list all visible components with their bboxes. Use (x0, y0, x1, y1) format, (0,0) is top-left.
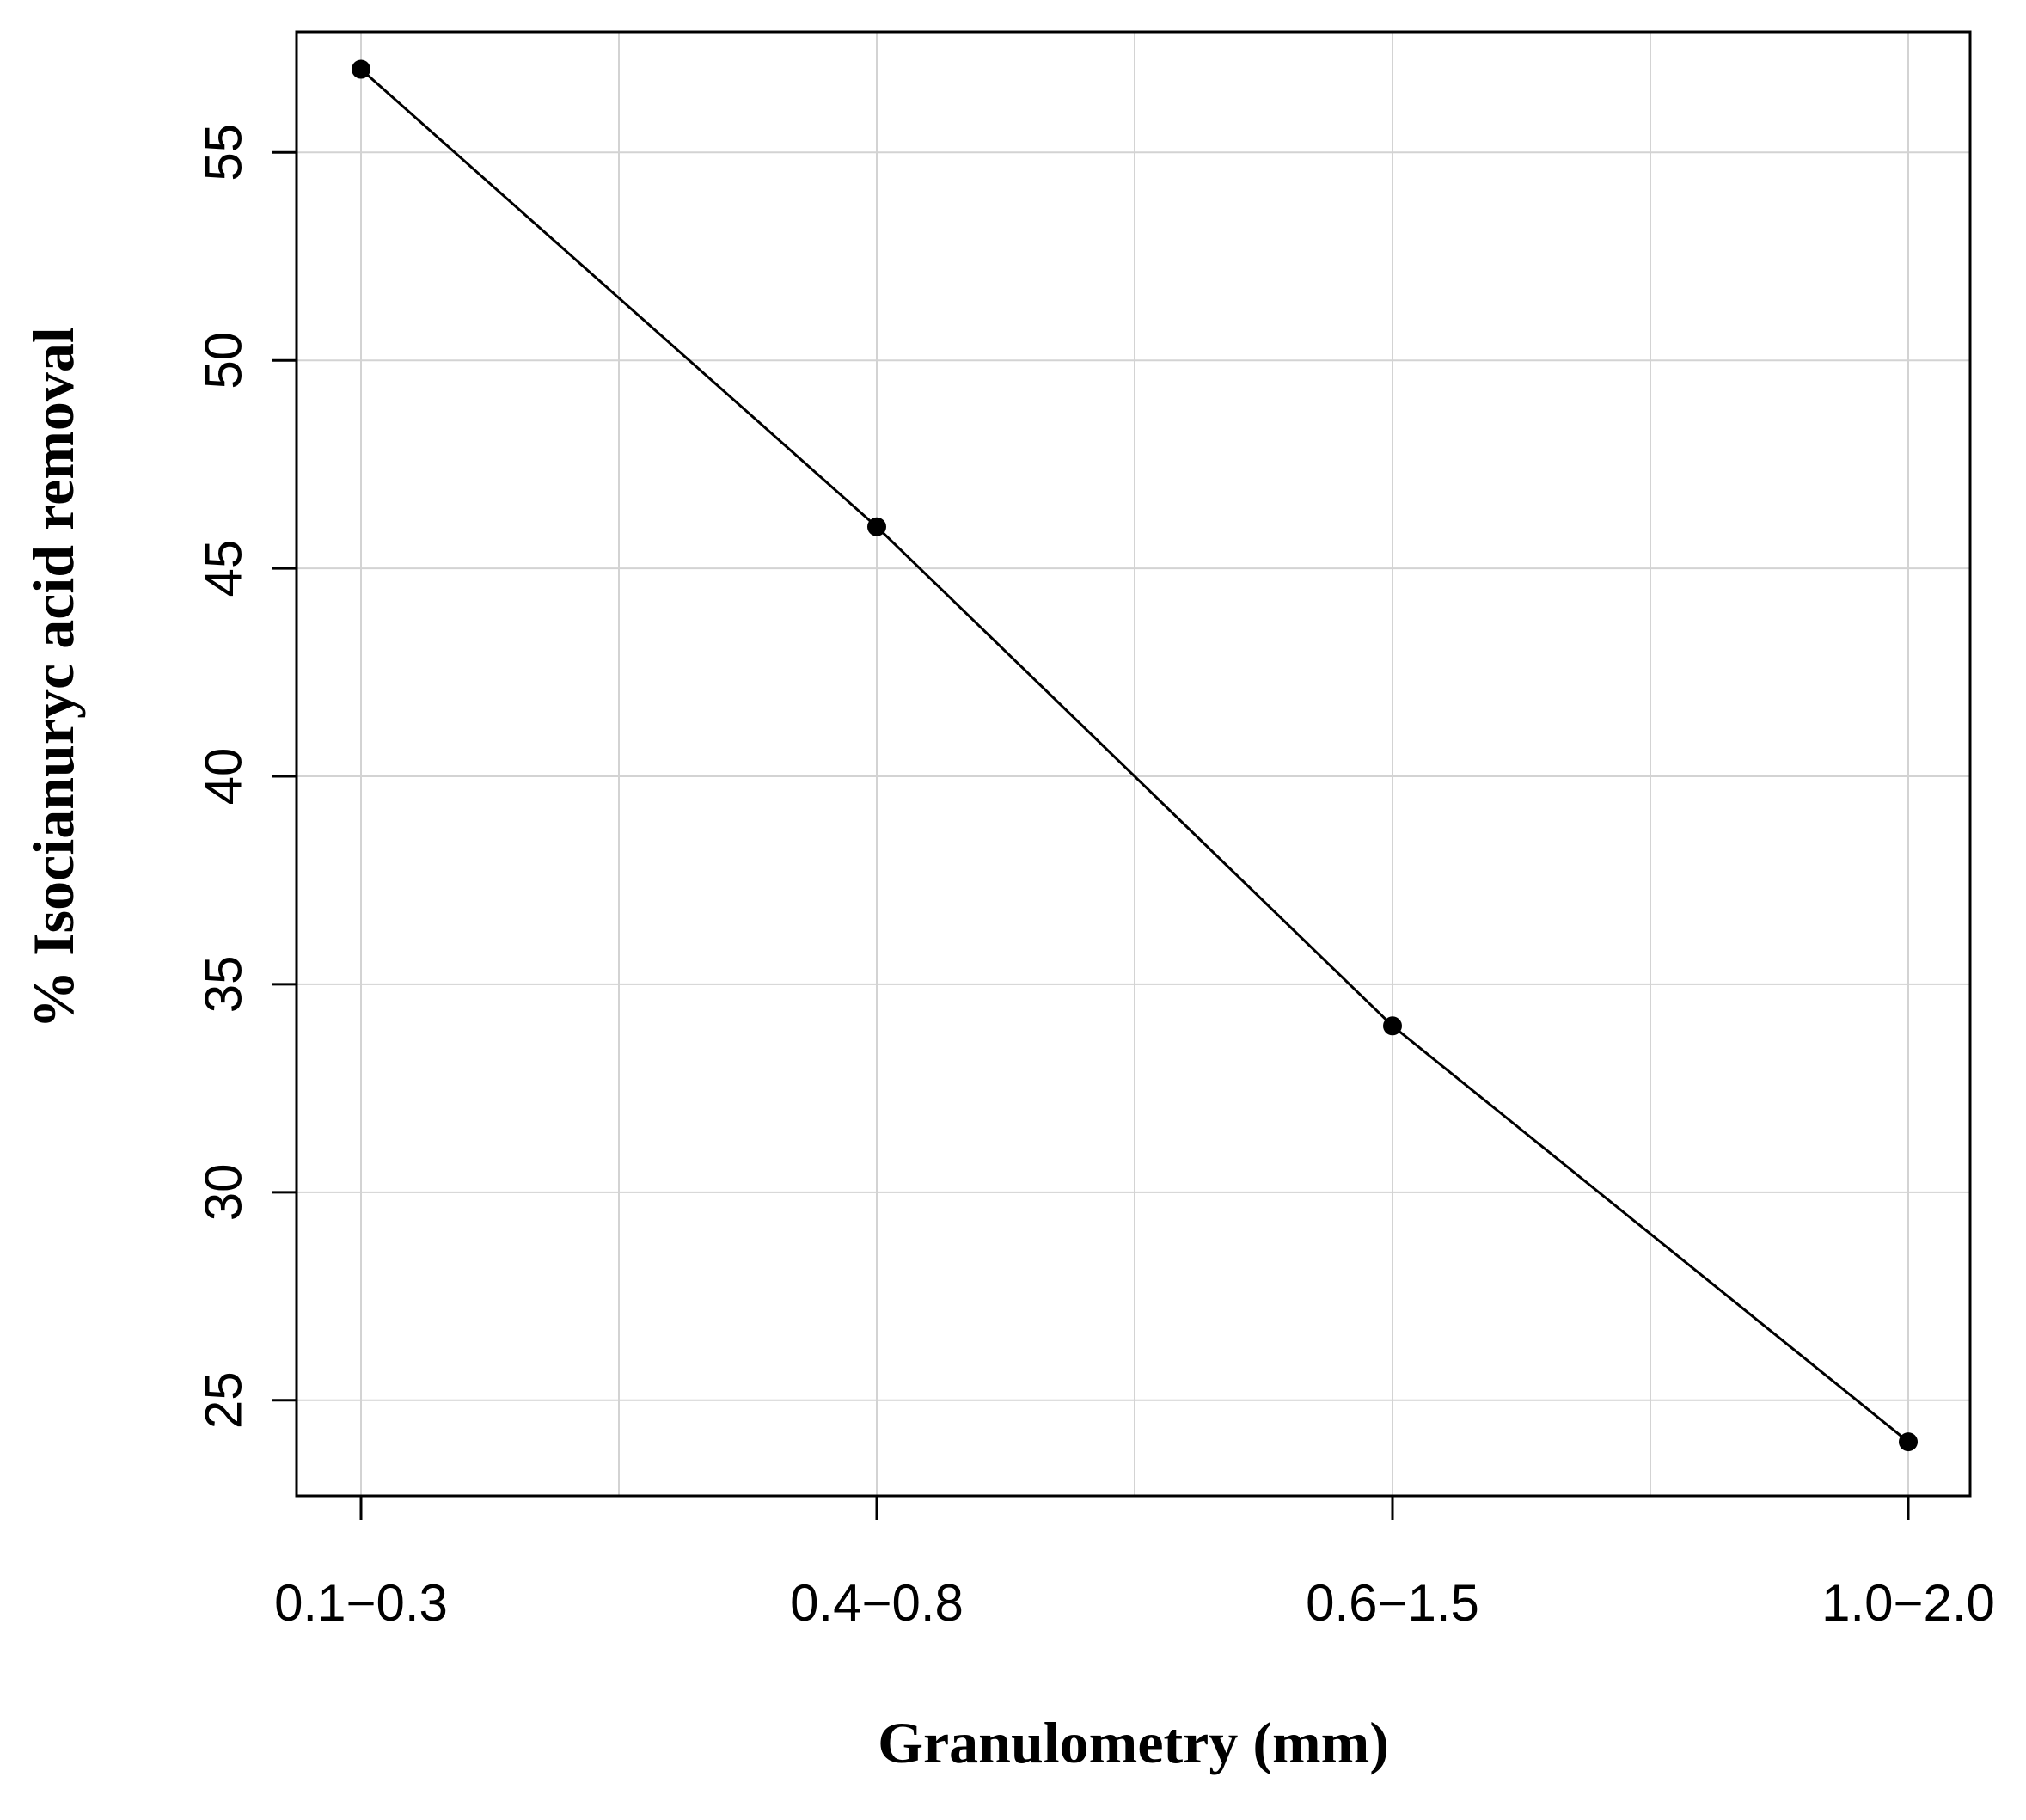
data-point (1383, 1016, 1402, 1036)
y-tick-label: 45 (195, 540, 253, 597)
data-point (867, 517, 886, 536)
y-tick-label: 50 (195, 332, 253, 389)
x-tick-label: 0.1−0.3 (274, 1574, 448, 1632)
series-polyline (360, 68, 1909, 1443)
y-tick-label: 35 (195, 956, 253, 1014)
tick-labels: 25 30 35 40 45 50 55 0.1−0.3 0.4−0.8 0.6−1.5 1.0−2… (195, 124, 1995, 1632)
x-tick-label: 1.0−2.0 (1821, 1574, 1995, 1632)
y-tick-label: 55 (195, 124, 253, 181)
y-tick-label: 40 (195, 748, 253, 806)
x-tick-label: 0.4−0.8 (790, 1574, 964, 1632)
x-axis-title: Granulometry (mm) (878, 1710, 1389, 1775)
data-point (352, 59, 370, 79)
plot-frame (295, 30, 1972, 1498)
y-tick-label: 25 (195, 1371, 253, 1429)
x-tick-label: 0.6−1.5 (1306, 1574, 1479, 1632)
series-line (352, 59, 1918, 1452)
data-point (1899, 1432, 1918, 1452)
axis-ticks (272, 150, 1910, 1520)
y-axis-title: % Isocianuryc acid removal (21, 327, 86, 1029)
grid (297, 32, 1970, 1496)
y-tick-label: 30 (195, 1163, 253, 1221)
